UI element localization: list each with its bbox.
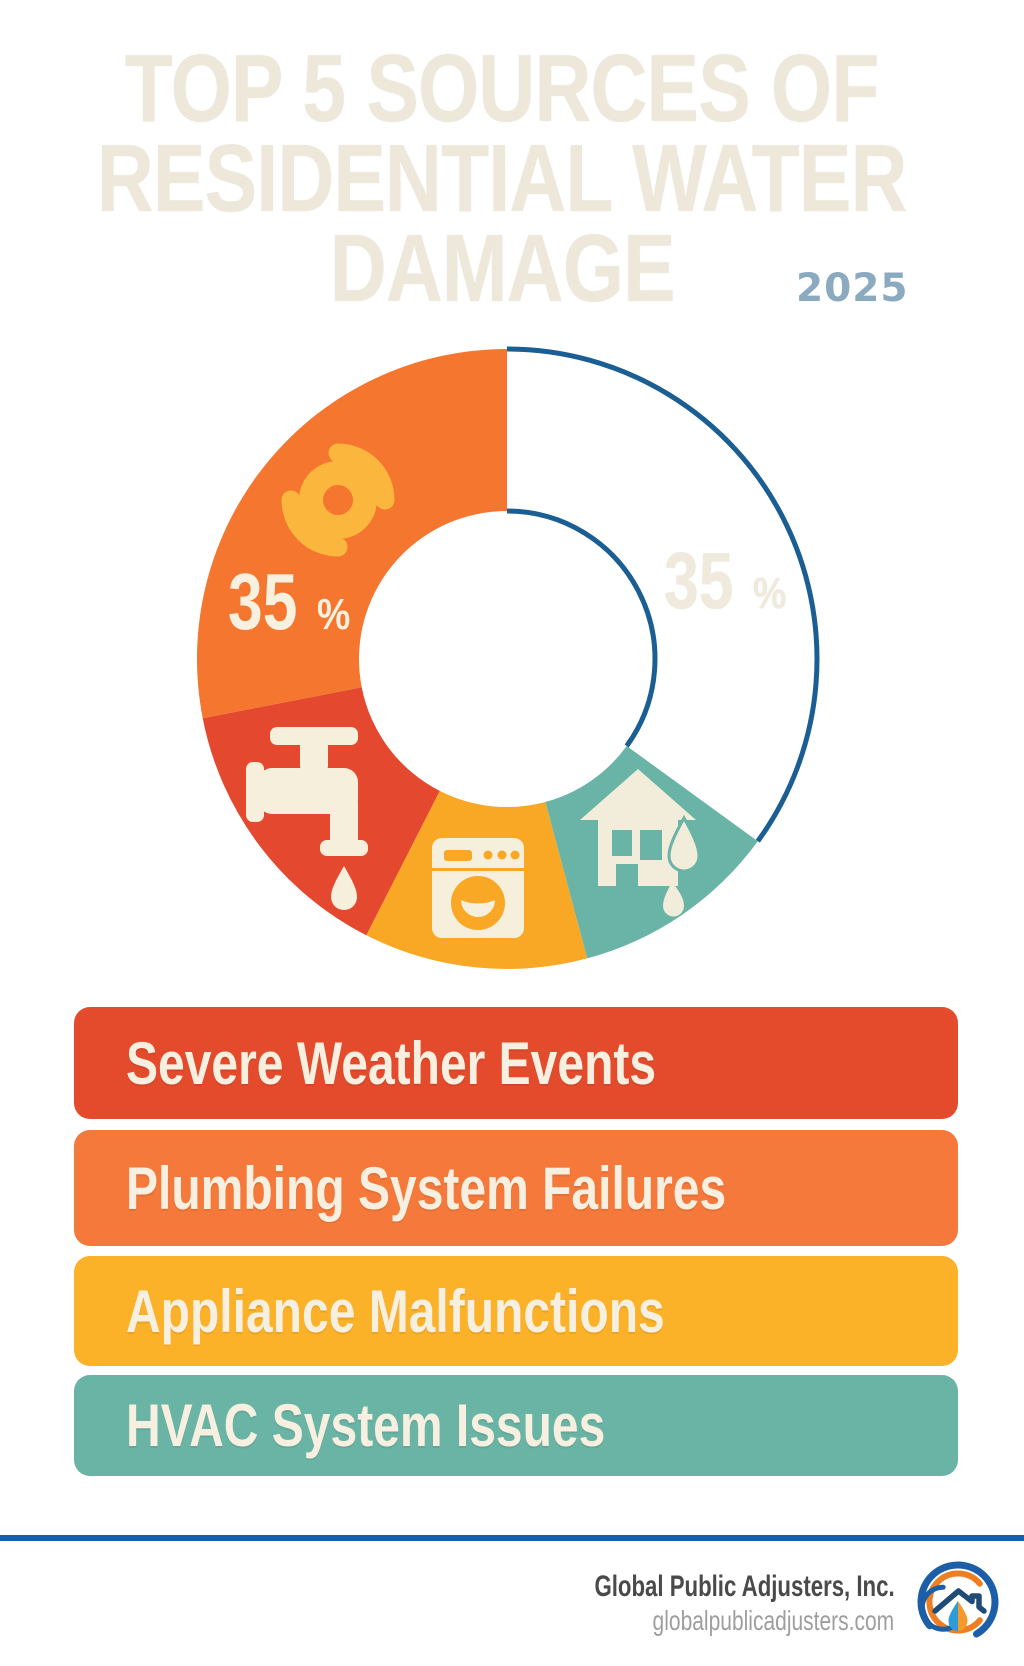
legend-bar-plumbing: Plumbing System Failures	[74, 1130, 958, 1246]
footer-website-url: globalpublicadjusters.com	[652, 1605, 894, 1636]
company-logo	[917, 1561, 999, 1638]
donut-segment-outline	[506, 508, 658, 748]
white-segment-percent-label: 35%	[664, 541, 792, 621]
donut-segment-outline	[506, 346, 820, 843]
logo-roof	[932, 1588, 987, 1614]
percent-sign: %	[316, 590, 351, 639]
percent-sign: %	[752, 569, 787, 618]
footer-divider-line	[0, 1535, 1024, 1541]
page-title: TOP 5 SOURCES OF RESIDENTIAL WATER DAMAG…	[0, 35, 1004, 322]
year-label: 2025	[796, 266, 909, 311]
legend-bar-label: Severe Weather Events	[126, 1029, 657, 1097]
footer-company-name: Global Public Adjusters, Inc.	[594, 1570, 895, 1603]
hurricane-icon	[281, 443, 395, 557]
house-water-leak-icon	[580, 769, 701, 917]
faucet-icon	[246, 727, 368, 910]
legend-bar-label: Appliance Malfunctions	[126, 1277, 665, 1345]
logo-water-drop-half	[948, 1601, 958, 1631]
logo-flame-half	[958, 1601, 968, 1631]
legend-bar-hvac: HVAC System Issues	[74, 1375, 958, 1476]
legend-bar-appliance: Appliance Malfunctions	[74, 1256, 958, 1366]
title-line-3: DAMAGE	[329, 215, 676, 322]
title-line-1: TOP 5 SOURCES OF	[125, 35, 880, 142]
percent-value: 35	[228, 557, 298, 646]
legend-bar-label: Plumbing System Failures	[126, 1154, 727, 1222]
washing-machine-icon	[432, 838, 524, 938]
legend-bar-label: HVAC System Issues	[126, 1392, 606, 1459]
orange-segment-percent-label: 35%	[228, 562, 356, 642]
donut-segment-unlabeled-white-segment	[507, 349, 817, 842]
percent-value: 35	[664, 536, 734, 625]
title-line-2: RESIDENTIAL WATER	[97, 125, 908, 232]
legend-bar-severe-weather: Severe Weather Events	[74, 1007, 958, 1119]
